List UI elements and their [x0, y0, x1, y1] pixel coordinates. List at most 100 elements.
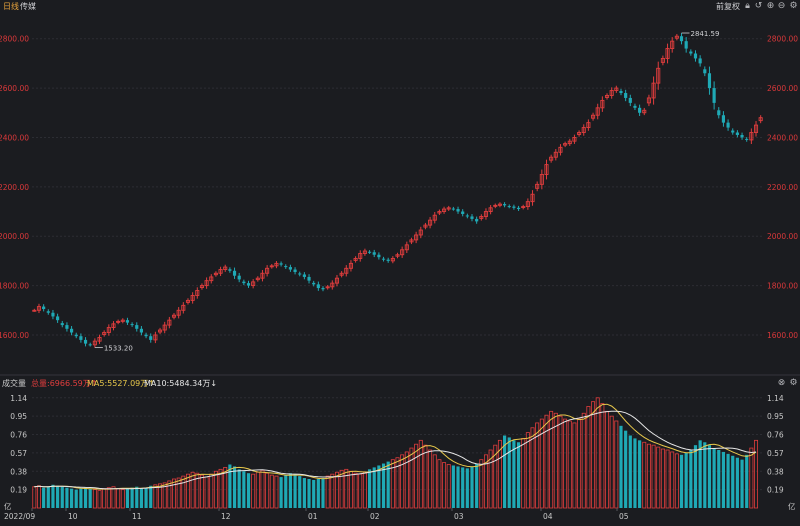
volume-bar-down	[139, 488, 144, 508]
candle-body-down	[721, 115, 726, 123]
candle-body-up	[563, 143, 568, 146]
volume-bar-down	[475, 463, 479, 508]
volume-bar-up	[395, 457, 400, 509]
adjust-label[interactable]: 前复权	[716, 2, 740, 11]
candle-body-up	[269, 265, 274, 268]
candle-body-down	[246, 283, 251, 286]
price-tick-label-left: 2400.00	[0, 133, 29, 142]
candle-body-up	[428, 219, 433, 226]
close-volume-icon[interactable]: ⊗	[777, 378, 786, 388]
candle-body-up	[670, 40, 675, 50]
zoom-in-icon[interactable]: ⊕	[766, 1, 775, 11]
volume-bar-up	[190, 471, 195, 509]
candle-body-up	[362, 250, 367, 254]
volume-bar-down	[707, 445, 712, 508]
volume-bar-up	[432, 454, 437, 509]
volume-bar-down	[721, 451, 726, 508]
volume-ma5: MA5:5527.09万↑	[87, 379, 155, 388]
volume-unit-label-left: 亿	[4, 501, 12, 511]
candle-body-up	[339, 272, 344, 276]
candle-body-up	[265, 267, 270, 274]
volume-tick-label-right: 0.95	[767, 412, 784, 421]
candle-body-up	[325, 286, 330, 289]
undo-icon[interactable]: ↺	[754, 1, 763, 11]
volume-ma10: MA10:5484.34万↓	[144, 379, 218, 388]
candle-body-down	[638, 107, 642, 113]
lock-icon[interactable]: 🔒︎	[745, 1, 750, 11]
volume-bar-down	[461, 467, 465, 508]
volume-bar-up	[549, 410, 554, 509]
candle-body-up	[581, 127, 586, 133]
price-tick-label-left: 2200.00	[0, 183, 29, 192]
candle-body-down	[381, 258, 386, 260]
volume-bar-down	[51, 484, 55, 508]
volume-bar-down	[302, 478, 306, 508]
x-tick-label: 02	[370, 512, 380, 521]
volume-bar-down	[712, 448, 716, 508]
candle-body-down	[503, 204, 507, 206]
volume-bar-up	[749, 447, 754, 509]
candle-body-down	[65, 325, 69, 329]
volume-tick-label-left: 0.38	[10, 467, 27, 476]
candle-body-down	[298, 273, 302, 275]
price-tick-label-left: 2600.00	[0, 84, 29, 93]
settings-icon[interactable]: ⚙	[789, 1, 798, 11]
candle-body-up	[651, 82, 656, 99]
volume-bar-up	[223, 466, 228, 509]
volume-bar-down	[516, 442, 521, 508]
volume-bar-down	[679, 454, 684, 508]
volume-tick-label-right: 0.76	[767, 431, 784, 440]
candle-body-up	[158, 329, 163, 333]
price-tick-label-right: 2400.00	[767, 133, 798, 142]
candle-body-up	[665, 48, 670, 59]
x-tick-label: 05	[619, 512, 629, 521]
candle-body-up	[190, 295, 195, 301]
volume-bar-down	[237, 469, 241, 508]
volume-bar-up	[111, 486, 116, 509]
candle-body-up	[660, 57, 665, 63]
candle-body-down	[619, 91, 623, 94]
candle-body-down	[74, 334, 78, 337]
volume-settings-icon[interactable]: ⚙	[789, 378, 798, 388]
volume-bar-up	[218, 468, 223, 509]
candle-body-up	[167, 319, 172, 326]
volume-bar-up	[553, 412, 558, 509]
volume-bar-up	[530, 427, 535, 509]
candle-body-down	[698, 58, 702, 64]
stock-name: 传媒	[20, 2, 36, 11]
volume-bar-up	[185, 473, 190, 509]
zoom-out-icon[interactable]: ⊖	[777, 1, 786, 11]
candle-body-down	[684, 41, 688, 49]
volume-tick-label-left: 0.95	[10, 412, 27, 421]
candle-body-up	[753, 124, 759, 133]
volume-bar-down	[726, 453, 730, 508]
volume-bar-down	[288, 473, 292, 508]
price-tick-label-right: 2000.00	[767, 232, 798, 241]
candle-body-up	[32, 309, 37, 312]
candle-body-down	[60, 323, 64, 326]
volume-bar-up	[591, 401, 596, 509]
volume-bar-up	[153, 484, 158, 509]
candle-body-down	[46, 311, 50, 313]
volume-bar-up	[158, 483, 163, 509]
volume-tick-label-left: 0.57	[10, 449, 27, 458]
volume-title: 成交量	[2, 379, 26, 388]
volume-bar-down	[503, 435, 507, 508]
candle-body-down	[475, 218, 479, 222]
volume-bar-down	[735, 457, 739, 508]
top-toolbar: 日线 传媒 前复权 🔒︎ ↺ ⊕ ⊖ ⚙	[0, 0, 800, 14]
candle-body-down	[56, 316, 60, 321]
volume-bar-up	[581, 412, 586, 509]
volume-bar-up	[251, 473, 256, 509]
volume-bar-up	[535, 422, 540, 509]
period-label[interactable]: 日线	[3, 2, 19, 11]
volume-bar-down	[242, 471, 246, 508]
volume-bar-down	[56, 485, 60, 508]
volume-bar-up	[642, 441, 647, 509]
price-tick-label-right: 2200.00	[767, 183, 798, 192]
candle-body-up	[539, 174, 544, 185]
volume-bar-up	[600, 403, 605, 509]
candle-body-down	[679, 36, 684, 42]
volume-bar-down	[228, 464, 232, 508]
